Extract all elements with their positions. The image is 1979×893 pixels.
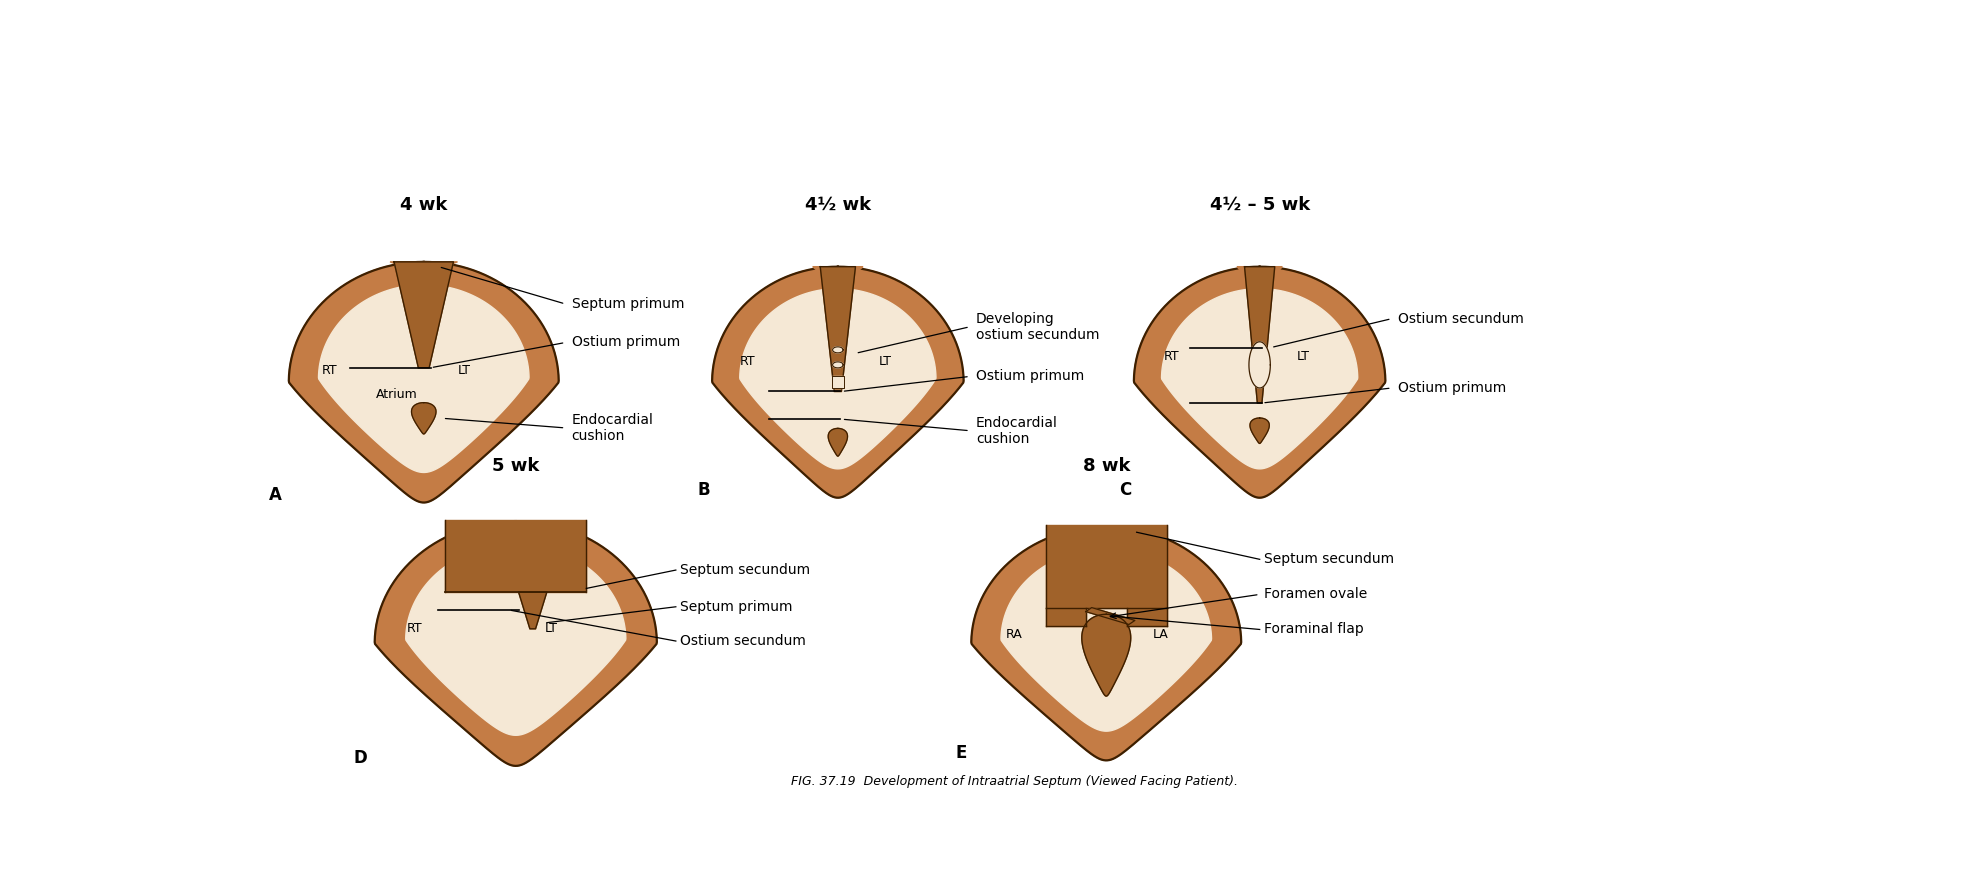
Text: E: E [956, 744, 966, 762]
Polygon shape [518, 592, 546, 629]
Polygon shape [1162, 288, 1358, 469]
Text: Septum primum: Septum primum [681, 600, 794, 613]
Text: RT: RT [1164, 350, 1179, 363]
Text: Ostium primum: Ostium primum [1397, 381, 1506, 395]
Text: Ostium primum: Ostium primum [976, 370, 1084, 383]
Polygon shape [390, 262, 457, 274]
Polygon shape [1126, 608, 1168, 626]
Polygon shape [1083, 614, 1130, 696]
Polygon shape [1086, 607, 1134, 624]
Text: B: B [697, 481, 710, 499]
Text: Atrium: Atrium [376, 388, 418, 401]
Polygon shape [1251, 418, 1269, 444]
Text: Septum secundum: Septum secundum [681, 563, 811, 577]
Text: 4½ wk: 4½ wk [805, 196, 871, 213]
Text: D: D [354, 749, 368, 767]
Text: LT: LT [1296, 350, 1310, 363]
Polygon shape [1045, 608, 1086, 626]
Polygon shape [829, 429, 847, 456]
Polygon shape [831, 377, 845, 388]
Polygon shape [712, 267, 964, 497]
Polygon shape [1237, 267, 1282, 292]
Text: 4½ – 5 wk: 4½ – 5 wk [1209, 196, 1310, 213]
Polygon shape [1134, 267, 1385, 497]
Polygon shape [1001, 549, 1211, 731]
Text: Endocardial
cushion: Endocardial cushion [976, 415, 1059, 446]
Text: Endocardial
cushion: Endocardial cushion [572, 413, 653, 443]
Text: A: A [269, 486, 281, 505]
Text: 4 wk: 4 wk [400, 196, 447, 213]
Polygon shape [833, 346, 843, 353]
Text: RT: RT [406, 622, 422, 635]
Polygon shape [833, 362, 843, 368]
Text: Foramen ovale: Foramen ovale [1265, 588, 1367, 601]
Text: Ostium secundum: Ostium secundum [681, 634, 805, 648]
Polygon shape [1045, 525, 1168, 608]
Text: FIG. 37.19  Development of Intraatrial Septum (Viewed Facing Patient).: FIG. 37.19 Development of Intraatrial Se… [792, 775, 1237, 788]
Polygon shape [412, 403, 435, 434]
Text: Foraminal flap: Foraminal flap [1265, 622, 1364, 637]
Polygon shape [1245, 267, 1274, 403]
Polygon shape [740, 288, 936, 469]
Text: 5 wk: 5 wk [493, 457, 540, 475]
Text: Ostium primum: Ostium primum [572, 336, 681, 349]
Text: RA: RA [1005, 628, 1023, 640]
Polygon shape [1249, 342, 1271, 388]
Text: LT: LT [544, 622, 558, 635]
Text: Ostium secundum: Ostium secundum [1397, 312, 1524, 326]
Polygon shape [319, 285, 528, 472]
Text: Septum secundum: Septum secundum [1265, 553, 1395, 566]
Polygon shape [406, 545, 625, 735]
Text: Developing
ostium secundum: Developing ostium secundum [976, 312, 1100, 342]
Polygon shape [394, 262, 453, 368]
Text: RT: RT [321, 363, 336, 377]
Polygon shape [813, 267, 863, 288]
Text: LT: LT [879, 355, 893, 368]
Text: LT: LT [457, 363, 471, 377]
Text: Septum primum: Septum primum [572, 297, 685, 311]
Polygon shape [445, 520, 586, 592]
Text: C: C [1118, 481, 1132, 499]
Polygon shape [819, 267, 855, 391]
Polygon shape [972, 527, 1241, 760]
Text: 8 wk: 8 wk [1083, 457, 1130, 475]
Text: RT: RT [740, 355, 756, 368]
Polygon shape [374, 522, 657, 766]
Text: LA: LA [1152, 628, 1168, 640]
Polygon shape [289, 262, 558, 503]
